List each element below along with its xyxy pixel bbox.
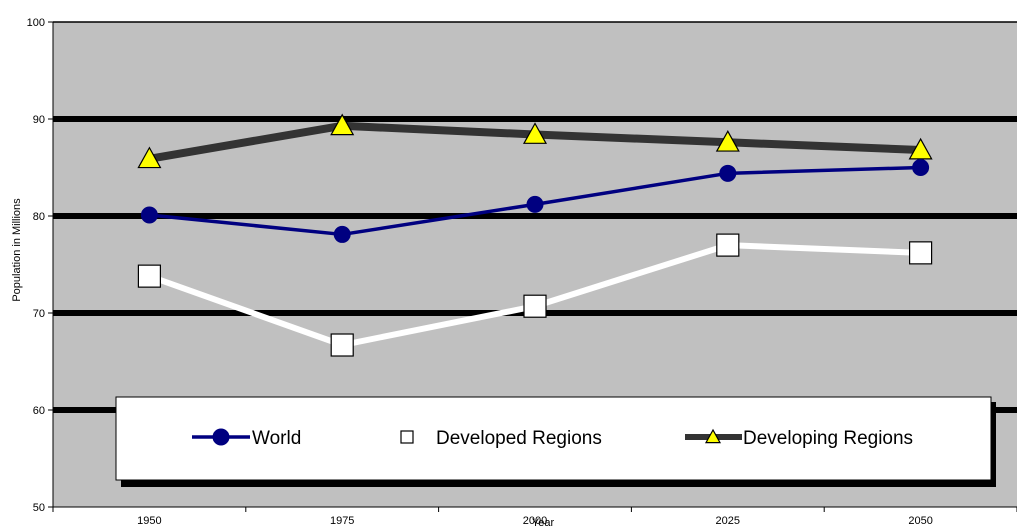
point-developed-1975 — [330, 333, 354, 357]
point-developing-2025 — [715, 130, 740, 152]
y-tick-label-70: 70 — [33, 308, 45, 320]
point-developing-2000 — [522, 122, 548, 144]
axes: 50 60 70 80 90 100 1950 1975 2000 2025 2050 — [27, 17, 1017, 527]
point-developed-2000 — [523, 294, 547, 318]
x-tick-label-1975: 1975 — [330, 515, 354, 527]
y-tick-label-50: 50 — [33, 502, 45, 514]
legend-label-developing: Developing Regions — [743, 428, 913, 449]
point-developing-1975 — [330, 113, 355, 136]
point-world-2050 — [912, 159, 930, 176]
y-tick-label-90: 90 — [33, 114, 45, 126]
y-axis-title: Population in Millions — [11, 198, 23, 302]
x-axis-title: Year — [532, 517, 555, 529]
point-world-2025 — [719, 164, 737, 182]
point-world-1975 — [333, 225, 351, 243]
x-tick-label-1950: 1950 — [137, 515, 161, 527]
point-world-1950 — [140, 206, 158, 224]
point-developing-1950 — [137, 146, 162, 169]
legend-marker-developed — [400, 430, 414, 444]
x-tick-label-2025: 2025 — [716, 515, 740, 527]
legend: World Developed Regions Developing Regio… — [115, 396, 996, 487]
point-world-2000 — [526, 195, 544, 213]
legend-marker-developing — [704, 428, 722, 444]
legend-marker-world — [212, 428, 230, 446]
series — [137, 113, 933, 357]
legend-label-developed: Developed Regions — [436, 428, 602, 449]
x-tick-label-2050: 2050 — [908, 515, 932, 527]
point-developed-1950 — [137, 264, 161, 288]
y-tick-label-80: 80 — [33, 211, 45, 223]
y-tick-label-100: 100 — [27, 17, 45, 29]
point-developed-2050 — [908, 241, 933, 265]
legend-box — [115, 396, 992, 481]
legend-label-world: World — [252, 428, 301, 449]
point-developing-2050 — [908, 137, 933, 160]
y-tick-label-60: 60 — [33, 405, 45, 417]
x-tick-label-2000: 2000 — [523, 515, 547, 527]
point-developed-2025 — [716, 233, 740, 257]
